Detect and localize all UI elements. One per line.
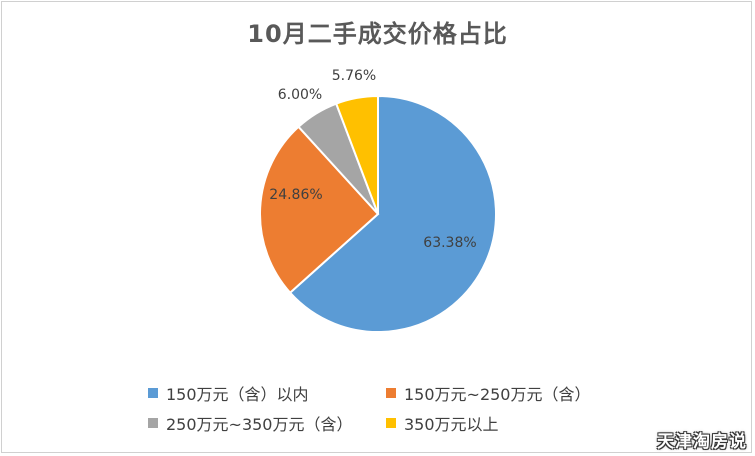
pie-slice bbox=[288, 94, 497, 333]
watermark-text: 天津淘房说 bbox=[657, 432, 747, 452]
chart-title: 10月二手成交价格占比 bbox=[247, 20, 508, 48]
pie-slice bbox=[259, 125, 380, 295]
data-label: 6.00% bbox=[278, 87, 322, 103]
pie-slice bbox=[334, 94, 379, 215]
data-label: 5.76% bbox=[332, 68, 376, 84]
data-label: 24.86% bbox=[269, 187, 322, 203]
data-label: 63.38% bbox=[423, 235, 476, 251]
